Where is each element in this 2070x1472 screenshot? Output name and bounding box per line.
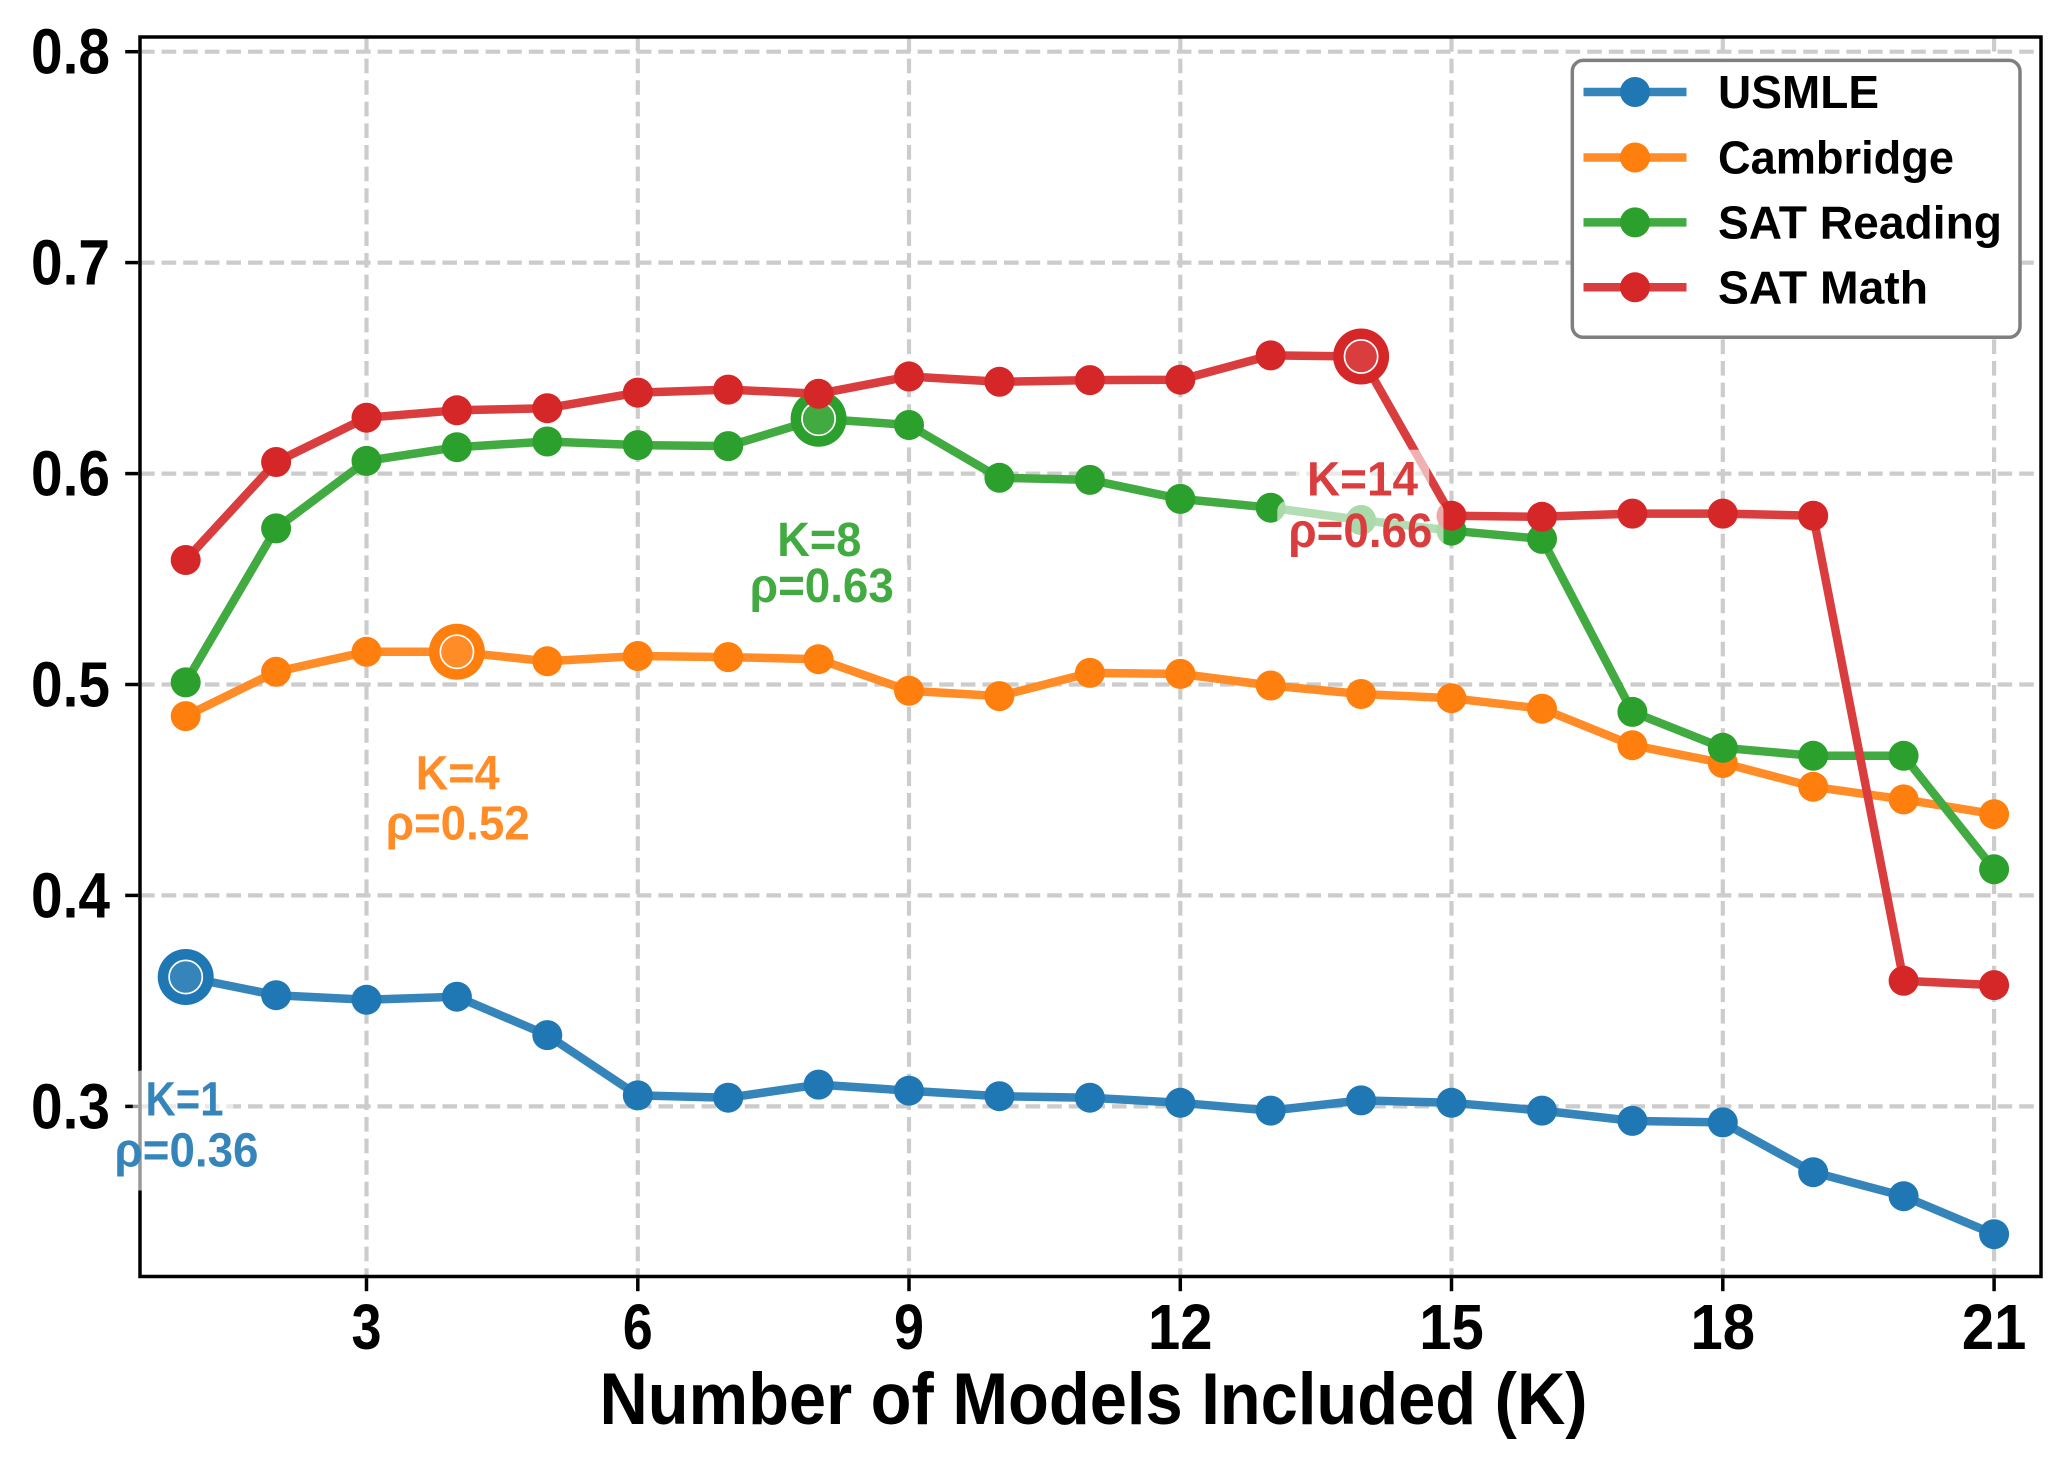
svg-text:K=1: K=1 bbox=[146, 1074, 224, 1127]
svg-text:18: 18 bbox=[1691, 1291, 1756, 1363]
svg-text:0.8: 0.8 bbox=[31, 16, 110, 88]
svg-text:ρ=0.66: ρ=0.66 bbox=[1288, 505, 1432, 558]
svg-text:0.3: 0.3 bbox=[31, 1070, 110, 1142]
svg-text:Number of Models Included (K): Number of Models Included (K) bbox=[600, 1359, 1588, 1440]
svg-text:ρ=0.36: ρ=0.36 bbox=[115, 1125, 259, 1178]
svg-text:K=4: K=4 bbox=[416, 748, 500, 801]
svg-text:0.7: 0.7 bbox=[31, 227, 110, 299]
svg-text:SAT Math: SAT Math bbox=[1718, 261, 1928, 313]
svg-text:9: 9 bbox=[894, 1291, 924, 1363]
svg-text:15: 15 bbox=[1419, 1291, 1484, 1363]
svg-text:0.6: 0.6 bbox=[31, 438, 110, 510]
svg-text:ρ=0.52: ρ=0.52 bbox=[386, 798, 530, 851]
svg-text:SAT Reading: SAT Reading bbox=[1718, 196, 2002, 248]
svg-text:ρ=0.63: ρ=0.63 bbox=[750, 560, 894, 613]
svg-text:K=14: K=14 bbox=[1307, 454, 1418, 507]
svg-text:0.4: 0.4 bbox=[31, 859, 110, 931]
svg-text:K=8: K=8 bbox=[777, 514, 861, 567]
svg-text:21: 21 bbox=[1962, 1291, 2027, 1363]
svg-text:0.5: 0.5 bbox=[31, 649, 110, 721]
svg-text:Cambridge: Cambridge bbox=[1718, 132, 1954, 184]
svg-text:6: 6 bbox=[623, 1291, 653, 1363]
svg-text:USMLE: USMLE bbox=[1718, 66, 1879, 118]
svg-text:3: 3 bbox=[352, 1291, 382, 1363]
svg-text:12: 12 bbox=[1148, 1291, 1213, 1363]
